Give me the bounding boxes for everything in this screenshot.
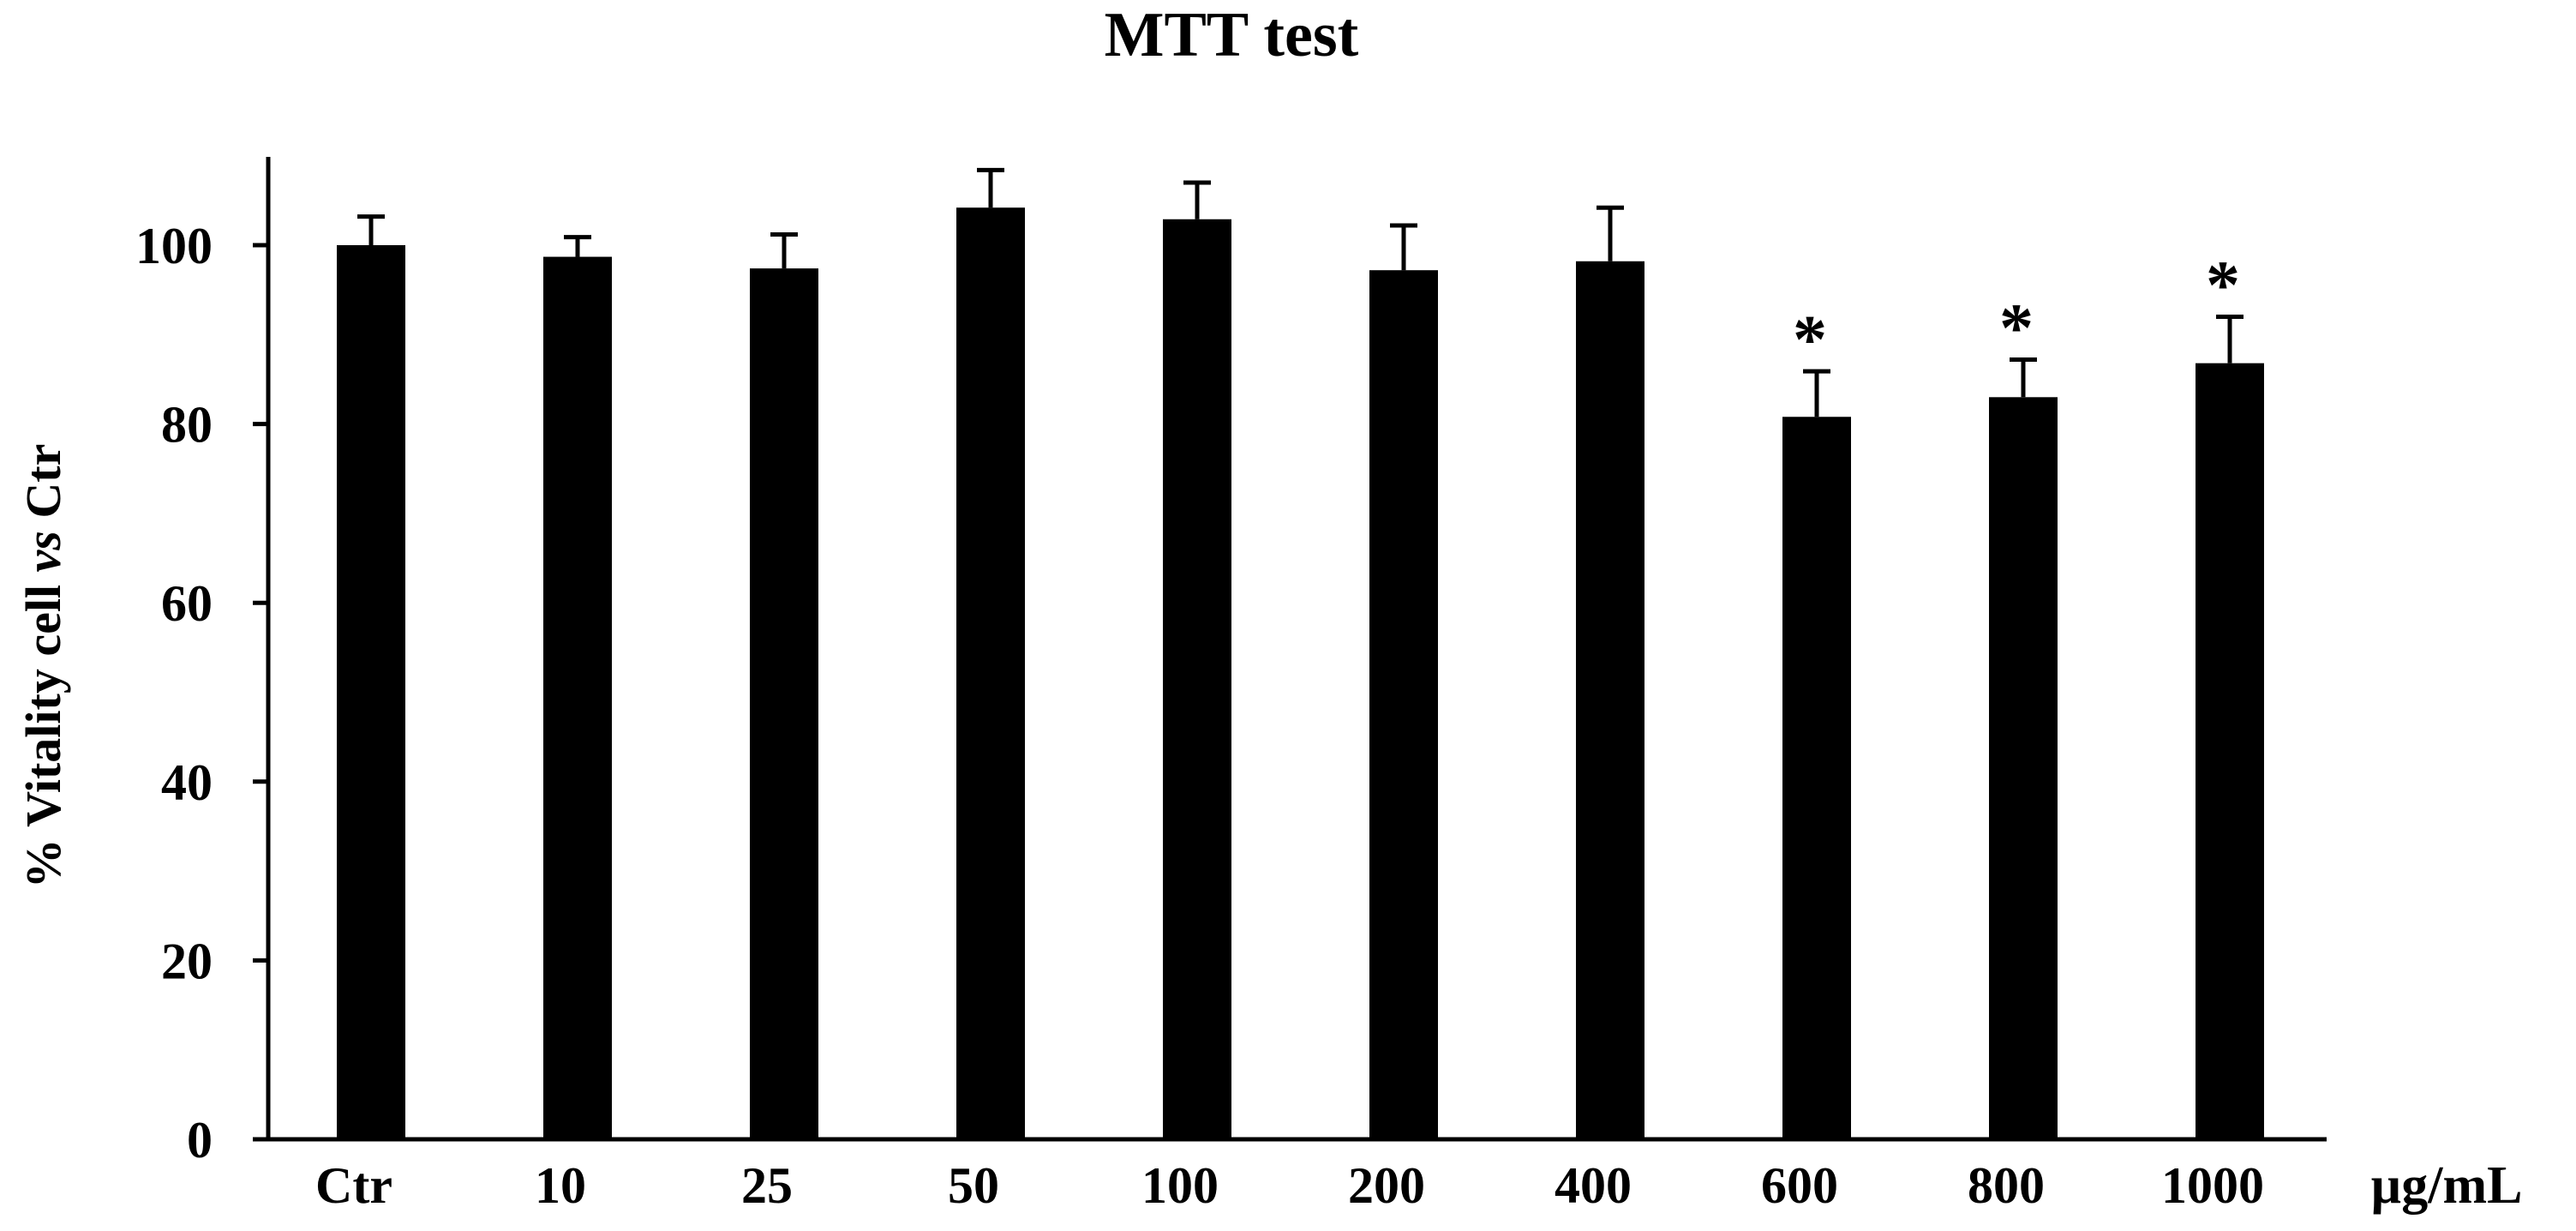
x-tick-label: 25 xyxy=(741,1157,793,1214)
error-bars-group xyxy=(357,167,2244,417)
x-tick-label: Ctr xyxy=(315,1157,392,1214)
x-tick-label: 800 xyxy=(1968,1157,2045,1214)
y-tick-label: 20 xyxy=(161,933,213,989)
x-tick-label: 100 xyxy=(1141,1157,1219,1214)
significance-marker: * xyxy=(2206,248,2240,323)
y-axis-label-prefix: % Vitality cell xyxy=(15,572,71,888)
x-tick-label: 50 xyxy=(948,1157,999,1214)
bar xyxy=(337,245,405,1139)
significance-marker: * xyxy=(1999,291,2034,367)
significance-marker: * xyxy=(1793,303,1827,378)
y-tick-label: 100 xyxy=(135,218,213,274)
y-ticks-group: 0 20 40 60 80 100 xyxy=(135,218,268,1168)
x-tick-label: 600 xyxy=(1761,1157,1838,1214)
bar xyxy=(2196,363,2264,1139)
y-axis-label-italic: vs xyxy=(15,531,71,572)
bar xyxy=(1163,219,1231,1139)
bar xyxy=(543,256,612,1140)
x-tick-label: 400 xyxy=(1555,1157,1632,1214)
y-tick-label: 80 xyxy=(161,397,213,453)
bar xyxy=(956,207,1025,1140)
bar xyxy=(1782,417,1851,1140)
x-tick-labels-group: Ctr 10 25 50 100 200 400 600 800 1000 xyxy=(315,1157,2264,1214)
y-tick-label: 60 xyxy=(161,575,213,632)
bar xyxy=(1989,397,2058,1139)
y-axis-label-suffix: Ctr xyxy=(15,444,71,531)
bar xyxy=(1576,261,1644,1140)
bars-group xyxy=(337,207,2264,1140)
x-unit-label: µg/mL xyxy=(2371,1156,2523,1215)
y-tick-label: 40 xyxy=(161,754,213,811)
bar xyxy=(750,268,818,1139)
x-tick-label: 200 xyxy=(1348,1157,1425,1214)
significance-markers-group: * * * xyxy=(1793,248,2240,378)
bar xyxy=(1369,270,1438,1140)
x-tick-label: 1000 xyxy=(2161,1157,2264,1214)
y-tick-label: 0 xyxy=(187,1112,213,1168)
x-tick-label: 10 xyxy=(535,1157,586,1214)
chart-title: MTT test xyxy=(1105,0,1359,70)
y-axis-label: % Vitality cell vs Ctr xyxy=(15,444,71,889)
